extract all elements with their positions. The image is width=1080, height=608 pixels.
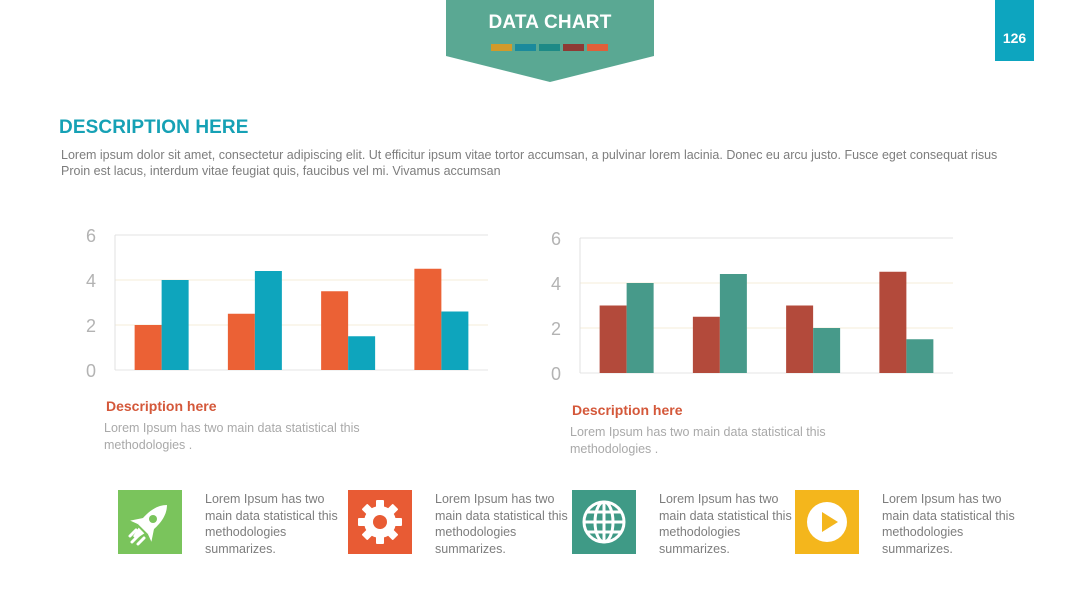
swatch-3 [539, 44, 560, 51]
bar-series-1-item-1 [599, 305, 627, 373]
y-tick-label: 0 [86, 361, 96, 381]
bar-series-1-item-1 [134, 325, 162, 370]
swatch-2 [515, 44, 536, 51]
y-tick-label: 0 [551, 364, 561, 384]
bar-series-1-item-3 [786, 305, 814, 373]
bar-series-2-item-2 [254, 271, 282, 370]
y-tick-label: 4 [86, 271, 96, 291]
section-title: DESCRIPTION HERE [59, 117, 249, 138]
chart-right-description-title: Description here [572, 402, 683, 418]
globe-icon [572, 490, 636, 554]
swatch-5 [587, 44, 608, 51]
bar-series-1-item-3 [321, 291, 349, 370]
y-tick-label: 4 [551, 274, 561, 294]
bar-series-2-item-4 [441, 311, 469, 370]
page-title: DATA CHART [488, 12, 612, 33]
bar-series-2-item-3 [348, 336, 376, 370]
bar-chart-right: 0 2 4 6 [535, 223, 965, 393]
swatch-1 [491, 44, 512, 51]
bar-series-2-item-1 [626, 283, 654, 373]
y-tick-label: 6 [86, 226, 96, 246]
bar-series-1-item-2 [692, 316, 720, 373]
page-number: 126 [995, 0, 1034, 61]
bar-chart-left: 0 2 4 6 [70, 220, 500, 390]
swatch-4 [563, 44, 584, 51]
chart-left-description-text: Lorem Ipsum has two main data statistica… [104, 421, 360, 452]
bar-series-1-item-2 [227, 313, 255, 370]
y-tick-label: 6 [551, 229, 561, 249]
rocket-icon [118, 490, 182, 554]
bar-series-1-item-4 [414, 268, 442, 370]
header-banner: DATA CHART [446, 0, 654, 82]
bar-series-2-item-2 [719, 274, 747, 373]
feature-text: Lorem Ipsum has two main data statistica… [659, 492, 792, 556]
bar-series-2-item-4 [906, 339, 934, 373]
bar-series-1-item-4 [879, 271, 907, 373]
banner-shape [446, 0, 654, 82]
color-swatches [491, 44, 608, 51]
section-text: Lorem ipsum dolor sit amet, consectetur … [61, 148, 998, 178]
y-tick-label: 2 [86, 316, 96, 336]
gear-icon [348, 490, 412, 554]
bar-series-2-item-3 [813, 328, 841, 373]
chart-right-description-text: Lorem Ipsum has two main data statistica… [570, 425, 826, 456]
chart-left-description-title: Description here [106, 398, 217, 414]
play-icon [795, 490, 859, 554]
y-tick-label: 2 [551, 319, 561, 339]
feature-text: Lorem Ipsum has two main data statistica… [435, 492, 568, 556]
feature-text: Lorem Ipsum has two main data statistica… [882, 492, 1015, 556]
bar-series-2-item-1 [161, 280, 189, 370]
feature-text: Lorem Ipsum has two main data statistica… [205, 492, 338, 556]
